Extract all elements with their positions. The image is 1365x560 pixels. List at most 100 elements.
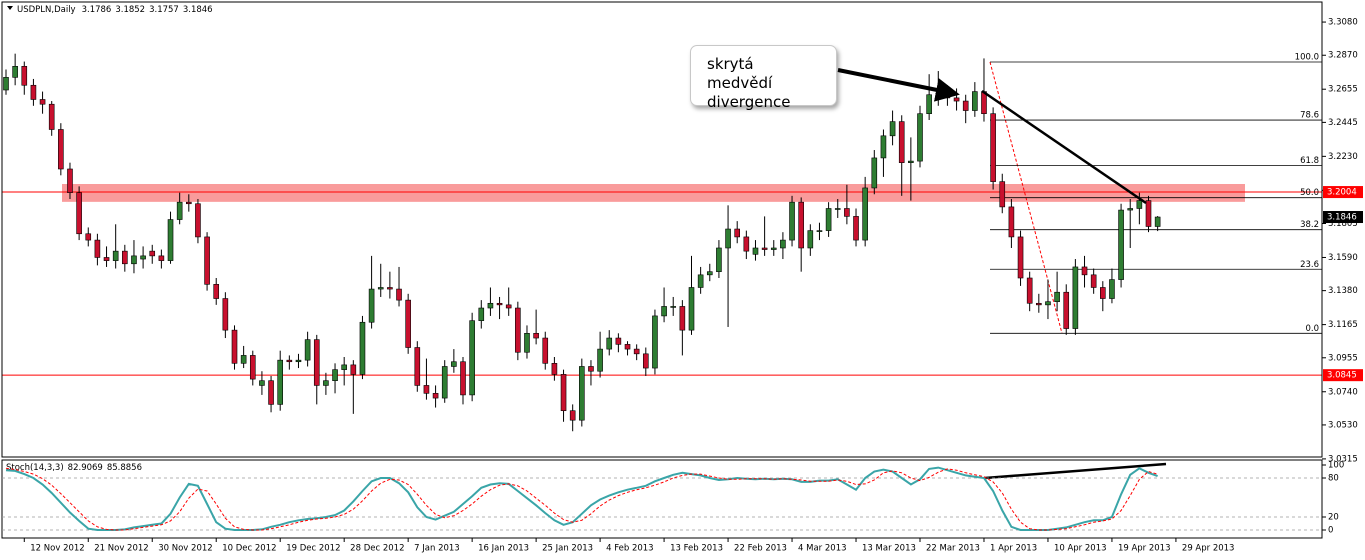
chart-header: USDPLN,Daily 3.1786 3.1852 3.1757 3.1846 [17,5,213,15]
x-tick-label: 19 Dec 2012 [286,544,340,554]
candle-body [176,201,183,220]
candle-body [469,320,475,396]
candle-body [926,94,932,114]
candle-body [752,247,759,255]
candle-body [341,364,347,370]
candle-body [597,348,603,372]
stoch-signal-line [5,467,1158,531]
candle-body [149,250,156,257]
candle-body [962,100,969,111]
header-low: 3.1757 [149,5,179,15]
candle-body [661,306,667,317]
y-tick-label: 3.0740 [1328,387,1358,397]
candle-body [825,208,832,231]
candle-body [898,121,905,163]
candle-body [240,355,247,364]
candle-body [313,339,320,386]
candle-body [889,121,896,137]
back-layer: 100.0 78.6 61.8 50.0 38.2 23.6 0.0 [2,53,1322,376]
candle-body [140,255,146,260]
stoch-y-tick-label: 80 [1328,474,1339,484]
candle-body [323,380,329,386]
y-tick-label: 3.1165 [1328,320,1358,330]
y-tick-label: 3.3080 [1328,18,1358,28]
main-layer [3,53,1161,432]
candle-body [1017,236,1024,279]
candle-body [953,97,960,102]
hline-price-label: 3.2004 [1327,188,1357,198]
stoch-y-tick-label: 100 [1328,461,1344,471]
x-tick-label: 25 Jan 2013 [542,544,593,554]
candle-body [396,288,402,301]
candle-body [496,302,503,306]
y-tick-label: 3.0955 [1328,353,1358,363]
candle-body [332,369,338,381]
fibonacci-label: 50.0 [1300,188,1319,198]
annotation-arrow [837,68,960,102]
x-tick-label: 1 Apr 2013 [990,544,1037,554]
candle-body [286,359,293,363]
candle-body [1100,287,1106,299]
candle-body [652,315,658,369]
x-tick-label: 29 Apr 2013 [1182,544,1235,554]
candle-body [588,366,594,372]
candle-body [551,363,558,375]
candle-body [844,208,850,217]
trend-line [981,89,1147,205]
candle-body [222,298,229,331]
current-price-label: 3.1846 [1327,213,1357,223]
resistance-zone [62,184,1245,202]
candle-body [505,304,512,309]
candle-body [94,239,101,258]
x-tick-label: 22 Feb 2013 [734,544,787,554]
y-tick-label: 3.1380 [1328,286,1358,296]
y-tick-label: 3.1590 [1328,253,1358,263]
header-open: 3.1786 [82,5,112,15]
candle-body [158,255,165,261]
y-tick-label: 3.2870 [1328,51,1358,61]
x-tick-label: 7 Jan 2013 [414,544,460,554]
x-tick-label: 28 Dec 2012 [350,544,404,554]
annotation-box: skrytá medvědí divergence [690,45,837,111]
candle-body [780,239,786,249]
candle-body [1072,266,1079,329]
stoch-trend-line [984,462,1167,480]
candle-body [716,247,722,272]
candle-body [706,271,713,276]
candle-body [441,366,448,399]
candle-body [39,99,46,105]
candle-body [167,219,174,261]
candle-body [304,339,311,361]
candle-body [1026,277,1033,304]
candle-body [350,364,357,375]
candle-body [67,168,73,193]
x-tick-label: 10 Apr 2013 [1054,544,1107,554]
candle-body [377,287,384,290]
candle-body [195,203,201,238]
fibonacci-label: 61.8 [1300,156,1319,166]
candle-body [414,347,421,386]
candle-body [204,236,210,285]
menu-triangle[interactable] [7,6,13,10]
candle-body [3,77,9,91]
stoch-main-line [5,466,1158,531]
candle-body [1127,208,1134,211]
candle-body [259,380,265,386]
candle-body [633,348,640,355]
candle-body [387,287,393,290]
stoch-y-tick-label: 20 [1328,513,1339,523]
x-tick-label: 21 Nov 2012 [94,544,148,554]
candle-body [213,284,220,299]
candle-body [368,288,375,323]
candle-body [880,135,887,159]
candle-body [670,306,677,308]
candle-body [679,306,686,331]
candle-body [688,287,695,331]
candle-body [1063,291,1070,329]
candle-body [862,187,868,241]
candle-body [524,332,530,353]
candle-body [834,208,841,210]
candle-body [515,307,521,353]
